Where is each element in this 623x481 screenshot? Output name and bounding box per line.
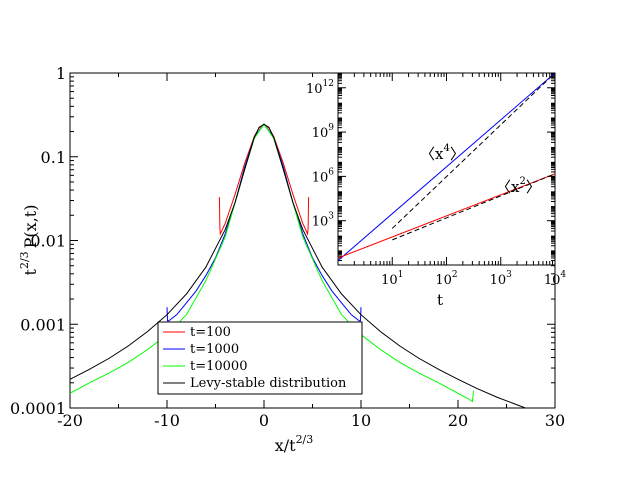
main-y-tick-label: 0.001 <box>20 315 66 334</box>
main-series-group <box>70 123 527 408</box>
inset-y-tick-label: 106 <box>312 167 335 185</box>
inset-x-tick-label: 104 <box>544 270 567 288</box>
main-y-tick-label: 0.01 <box>30 232 66 251</box>
annotation-x4: 〈x4〉 <box>420 143 465 163</box>
inset-x-tick-label: 101 <box>381 270 403 288</box>
main-x-tick-label: 30 <box>545 411 565 430</box>
inset-x-axis-label: t <box>437 291 443 309</box>
main-y-axis: 0.0001 0.001 0.01 0.1 1 <box>10 64 555 418</box>
annotation-x2: 〈x2〉 <box>496 176 541 196</box>
main-chart: -20 -10 0 10 20 30 0.0001 0.001 0.01 0.1 1 x/t2/3… <box>10 64 565 455</box>
main-x-axis: -20 -10 0 10 20 30 <box>57 73 565 430</box>
legend-label-levy: Levy-stable distribution <box>190 376 347 391</box>
inset-chart: 101 102 103 104 103 106 109 1012 t 〈x4〉 〈x2〉 <box>306 72 567 309</box>
main-x-tick-label: 0 <box>259 411 269 430</box>
main-x-axis-label: x/t2/3 <box>275 433 314 455</box>
legend-label-t1000: t=1000 <box>190 342 239 357</box>
legend-box <box>157 321 363 395</box>
main-y-tick-label: 0.1 <box>41 148 66 167</box>
inset-x-tick-label: 102 <box>435 270 457 288</box>
main-x-tick-label: -20 <box>57 411 83 430</box>
inset-series-line-x-2 <box>338 173 555 259</box>
main-y-tick-label: 0.0001 <box>10 399 66 418</box>
main-y-axis-label: t2/3P(x,t) <box>18 205 40 276</box>
inset-y-axis: 103 106 109 1012 <box>306 73 555 262</box>
main-x-tick-label: 20 <box>448 411 468 430</box>
inset-series-line-x-4-power-law-fit <box>391 73 555 229</box>
inset-series-group <box>338 73 555 261</box>
inset-x-axis: 101 102 103 104 <box>353 73 567 288</box>
main-y-tick-label: 1 <box>56 64 66 83</box>
legend-label-t100: t=100 <box>190 325 231 340</box>
legend-label-t10000: t=10000 <box>190 359 247 374</box>
series-line-levy-stable-distribution <box>70 123 527 408</box>
inset-series-line-x-2-power-law-fit <box>392 173 555 241</box>
inset-y-tick-label: 1012 <box>306 79 334 97</box>
inset-y-tick-label: 103 <box>312 212 335 230</box>
main-x-tick-label: 10 <box>351 411 371 430</box>
inset-x-tick-label: 103 <box>490 270 513 288</box>
legend: t=100 t=1000 t=10000 Levy-stable distrib… <box>157 321 363 395</box>
main-x-tick-label: -10 <box>154 411 180 430</box>
inset-y-tick-label: 109 <box>312 123 335 141</box>
inset-series-line-x-4 <box>338 73 555 261</box>
